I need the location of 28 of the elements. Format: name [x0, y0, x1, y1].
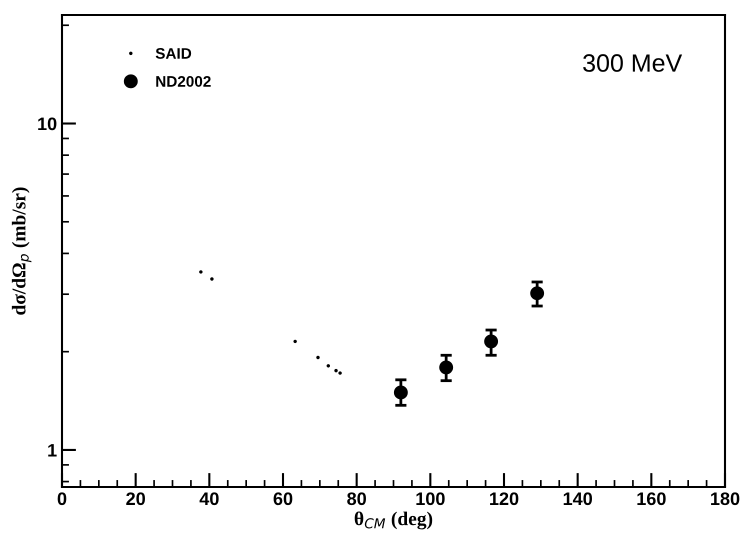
x-tick-label: 180 — [711, 492, 740, 506]
point — [316, 356, 320, 360]
point — [199, 270, 203, 274]
point — [439, 360, 454, 374]
point — [530, 286, 544, 300]
y-tick-label: 1 — [48, 444, 57, 456]
legend-label: ND2002 — [156, 76, 211, 87]
point — [293, 340, 297, 344]
point — [484, 334, 498, 348]
x-axis-title: θ$_{CM}$ (deg) — [354, 511, 432, 530]
x-tick-label: 0 — [58, 492, 66, 506]
point — [338, 371, 342, 375]
x-tick-label: 80 — [347, 492, 366, 506]
point — [394, 386, 408, 400]
point — [334, 368, 338, 372]
x-tick-label: 40 — [200, 492, 219, 506]
x-tick-label: 120 — [490, 492, 518, 506]
x-tick-label: 20 — [126, 492, 145, 506]
y-axis-title: dσ/dΩ$_{p}$ (mb/sr) — [12, 187, 32, 315]
x-tick-label: 60 — [274, 492, 292, 506]
x-tick-label: 140 — [564, 492, 592, 506]
x-tick-label: 100 — [416, 492, 445, 506]
y-tick-label: 10 — [38, 117, 56, 130]
legend-label: SAID — [156, 48, 192, 59]
annotation: 300 MeV — [583, 54, 682, 72]
point — [210, 277, 214, 281]
x-tick-label: 160 — [637, 492, 666, 506]
point — [326, 364, 330, 368]
